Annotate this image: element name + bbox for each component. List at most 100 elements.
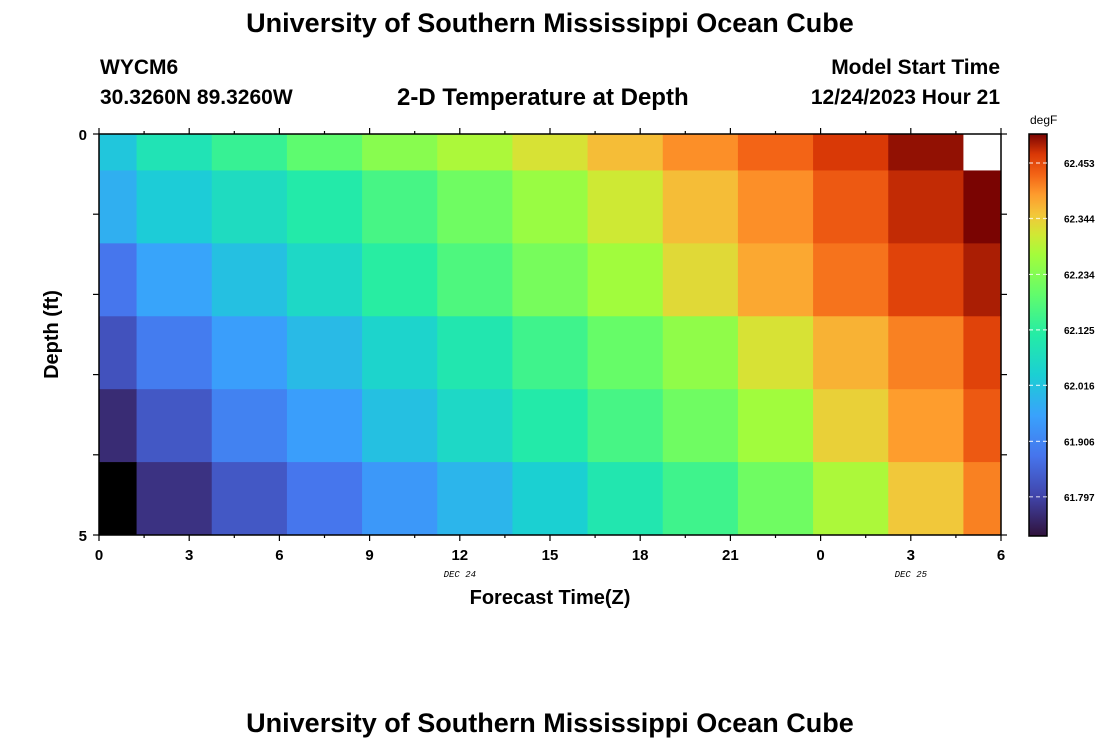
heatmap-cell [136,389,213,463]
heatmap-cell [99,462,137,536]
colorbar-labels: 62.453 62.344 62.234 62.125 62.016 61.906 61.7… [1029,159,1095,504]
heatmap-cell [286,462,363,536]
y-tick-label: 0 [79,127,87,144]
chart-subtitle: 2-D Temperature at Depth [397,84,689,111]
heatmap-cell [136,316,213,390]
x-tick-label: 21 [722,547,739,564]
heatmap-cell [512,316,588,390]
heatmap-cell [211,134,288,171]
colorbar-label: 61.797 [1064,493,1095,504]
heatmap-cell [136,243,213,317]
heatmap-cell [662,316,739,390]
heatmap-cell [136,134,213,171]
x-tick-label: 0 [95,547,103,564]
heatmap-cell [286,134,363,171]
y-tick-label: 5 [79,528,87,545]
heatmap-cell [512,134,588,171]
heatmap-cell [587,134,664,171]
page-title: University of Southern Mississippi Ocean… [246,8,854,38]
colorbar-label: 61.906 [1064,437,1095,448]
heatmap-cell [437,462,513,536]
heatmap-cell [136,170,213,244]
colorbar-label: 62.234 [1064,270,1095,281]
heatmap-cell [437,243,513,317]
heatmap-cell [737,170,814,244]
heatmap-cells [99,134,1002,536]
heatmap-cell [888,462,964,536]
heatmap-cell [963,462,1002,536]
heatmap-cell [512,243,588,317]
heatmap-cell [737,462,814,536]
heatmap-cell [362,243,438,317]
heatmap-cell [737,316,814,390]
heatmap-cell [813,243,889,317]
model-start-label: Model Start Time [831,56,1000,79]
footer-title: University of Southern Mississippi Ocean… [246,708,854,738]
heatmap-cell [211,170,288,244]
heatmap-cell [437,170,513,244]
heatmap-cell [737,243,814,317]
heatmap-cell [512,462,588,536]
colorbar-label: 62.344 [1064,214,1095,225]
heatmap-cell [662,243,739,317]
heatmap-cell [813,462,889,536]
heatmap-cell [587,389,664,463]
heatmap-cell [737,389,814,463]
heatmap-cell [888,134,964,171]
heatmap-cell [963,316,1002,390]
heatmap-cell [362,170,438,244]
model-start-value: 12/24/2023 Hour 21 [810,86,1000,109]
x-tick-label: 0 [816,547,824,564]
heatmap-cell [737,134,814,171]
heatmap-cell [813,389,889,463]
heatmap-cell [99,243,137,317]
x-tick-label: 3 [185,547,193,564]
heatmap-cell [99,389,137,463]
heatmap-cell [211,389,288,463]
heatmap-cell [662,462,739,536]
colorbar-label: 62.453 [1064,159,1095,170]
heatmap-cell [362,316,438,390]
heatmap-cell [662,134,739,171]
station-coordinates: 30.3260N 89.3260W [100,86,293,109]
colorbar-gradient [1028,133,1048,537]
x-tick-label: 3 [907,547,915,564]
heatmap-cell [211,316,288,390]
y-axis-label: Depth (ft) [41,290,63,379]
heatmap-cell [437,134,513,171]
heatmap-cell [888,389,964,463]
heatmap-cell [362,134,438,171]
heatmap-cell [813,134,889,171]
x-tick-label: 6 [275,547,283,564]
heatmap-cell [99,170,137,244]
heatmap-cell [286,316,363,390]
heatmap-cell [963,243,1002,317]
x-tick-label: 6 [997,547,1005,564]
heatmap-cell [813,316,889,390]
heatmap-cell [587,316,664,390]
heatmap-cell [963,170,1002,244]
heatmap-cell [362,389,438,463]
heatmap-cell [211,462,288,536]
heatmap-cell [963,389,1002,463]
heatmap-cell [99,316,137,390]
heatmap-cell [99,134,137,171]
heatmap-cell [662,170,739,244]
heatmap-cell [963,134,1002,171]
x-tick-label: 18 [632,547,649,564]
x-tick-label: 9 [365,547,373,564]
station-id: WYCM6 [100,56,179,79]
heatmap-cell [813,170,889,244]
date-label: DEC 24 [444,570,476,580]
colorbar-unit: degF [1030,113,1057,127]
colorbar: degF 62.453 62.344 62.234 62.125 62.016 61.90… [1028,113,1095,537]
heatmap-cell [512,170,588,244]
heatmap-cell [286,389,363,463]
heatmap-cell [587,170,664,244]
x-tick-label: 15 [542,547,559,564]
date-label: DEC 25 [895,570,928,580]
heatmap-cell [888,170,964,244]
heatmap-cell [362,462,438,536]
